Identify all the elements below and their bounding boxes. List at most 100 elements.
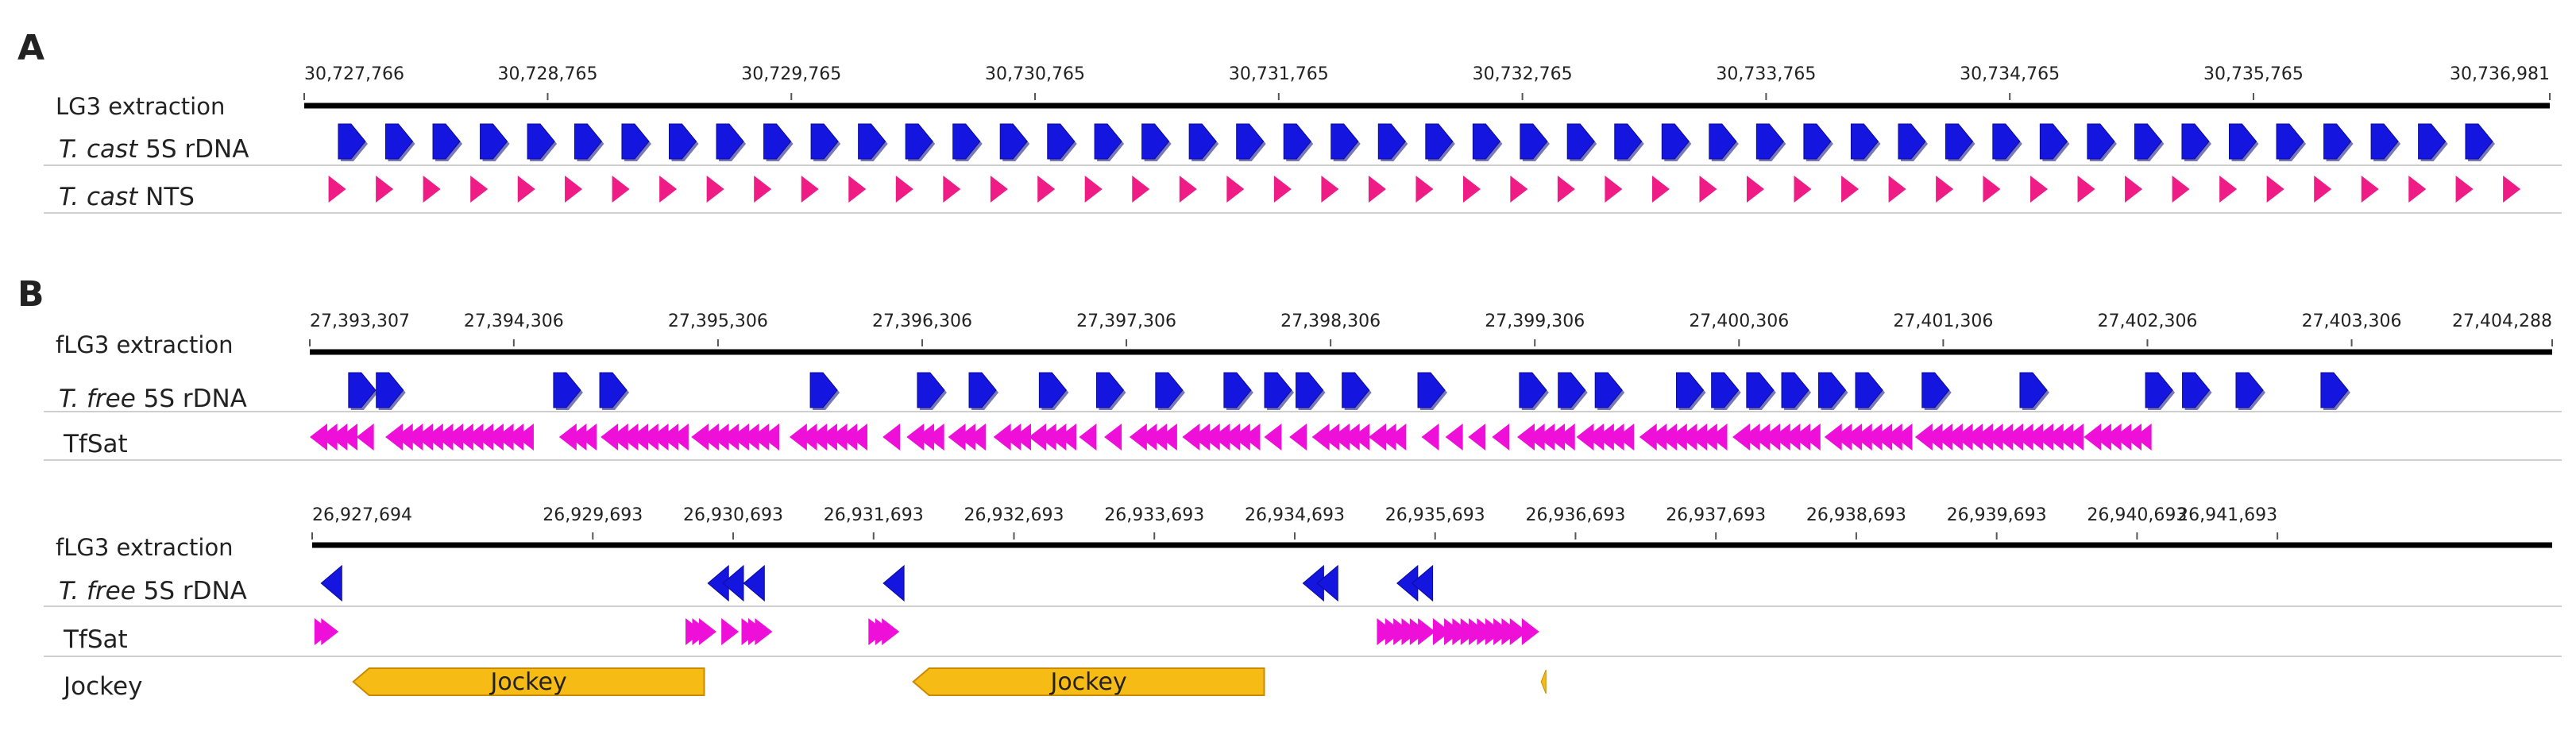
tfsat-feature <box>1509 618 1527 645</box>
track-species: T. cast <box>59 183 145 211</box>
rdna-feature <box>1921 372 1950 408</box>
nts-feature <box>1321 176 1339 203</box>
tfsat-feature <box>2114 424 2132 451</box>
tfsat-feature <box>1049 424 1067 451</box>
rdna-feature <box>1519 372 1547 408</box>
rdna-feature <box>810 123 839 160</box>
tfsat-feature <box>2026 424 2044 451</box>
tfsat-feature <box>661 424 679 451</box>
ruler-label: 26,930,693 <box>683 505 783 525</box>
ruler-label: 30,733,765 <box>1716 64 1816 84</box>
ruler-label: 27,395,306 <box>668 311 768 331</box>
rdna-feature <box>1850 123 1879 160</box>
tfsat-feature <box>1576 424 1594 451</box>
tfsat-feature <box>1527 424 1545 451</box>
tfsat-feature <box>1014 424 1032 451</box>
tfsat-feature <box>2005 424 2023 451</box>
tfsat-feature <box>1875 424 1893 451</box>
tfsat-feature <box>465 424 484 451</box>
rdna-feature <box>1417 372 1446 408</box>
tfsat-feature <box>721 424 740 451</box>
nts-feature <box>1084 176 1103 203</box>
rdna-feature <box>1781 372 1809 408</box>
rdna-feature <box>882 564 905 602</box>
tfsat-feature <box>1547 424 1566 451</box>
rdna-feature <box>2320 372 2349 408</box>
ruler-label: 26,932,693 <box>964 505 1064 525</box>
tfsat-feature <box>1332 424 1350 451</box>
tfsat-feature <box>1985 424 2003 451</box>
rdna-feature <box>1411 564 1434 602</box>
nts-feature <box>1132 176 1150 203</box>
ruler-label: 30,729,765 <box>741 64 841 84</box>
rdna-feature <box>1818 372 1847 408</box>
tfsat-feature <box>840 424 858 451</box>
ruler-label: 26,931,693 <box>824 505 924 525</box>
tfsat-feature <box>631 424 649 451</box>
tfsat-feature <box>356 424 374 451</box>
ruler-label: 26,927,694 <box>312 505 412 525</box>
nts-feature <box>1983 176 2001 203</box>
tfsat-feature <box>1388 424 1407 451</box>
rdna-feature <box>905 123 933 160</box>
nts-feature <box>1415 176 1434 203</box>
nts-feature <box>2503 176 2521 203</box>
tfsat-feature <box>1616 424 1635 451</box>
tfsat-feature <box>2036 424 2054 451</box>
rdna-feature <box>2276 123 2304 160</box>
rdna-feature <box>320 564 342 602</box>
tfsat-feature <box>1659 424 1678 451</box>
ruler-label: 30,736,981 <box>2450 64 2550 84</box>
ruler-label: 26,934,693 <box>1245 505 1345 525</box>
tfsat-feature <box>698 618 716 645</box>
rdna-feature <box>1711 372 1740 408</box>
tfsat-feature <box>601 424 619 451</box>
track-name: 5S rDNA <box>144 385 247 413</box>
nts-feature <box>1699 176 1717 203</box>
tfsat-feature <box>1003 424 1022 451</box>
rdna-feature <box>716 123 744 160</box>
track-species: T. free <box>59 577 144 605</box>
tfsat-feature <box>1782 424 1801 451</box>
tfsat-feature <box>330 424 348 451</box>
rdna-feature <box>858 123 886 160</box>
track-species: T. free <box>59 385 144 413</box>
tfsat-feature <box>516 424 534 451</box>
tfsat-feature <box>670 424 689 451</box>
rdna-feature <box>1992 123 2021 160</box>
tfsat-feature <box>1965 424 1983 451</box>
figure-marks: A LG3 extraction 30,727,766 30,728,765 30,72… <box>17 28 2562 701</box>
rdna-feature <box>1594 372 1623 408</box>
tfsat-feature <box>610 424 628 451</box>
rdna-feature <box>2418 123 2447 160</box>
rdna-feature <box>480 123 508 160</box>
ruler-label: 30,727,766 <box>304 64 404 84</box>
jockey-label: Jockey <box>489 668 566 696</box>
tfsat-feature <box>1679 424 1697 451</box>
nts-feature <box>328 176 346 203</box>
nts-feature <box>1226 176 1245 203</box>
rdna-feature <box>1898 123 1926 160</box>
rdna-feature <box>2019 372 2048 408</box>
tfsat-feature <box>2123 424 2142 451</box>
track-label: T. cast 5S rDNA <box>59 135 249 164</box>
nts-feature <box>1179 176 1197 203</box>
rdna-feature <box>1709 123 1737 160</box>
nts-feature <box>470 176 489 203</box>
ruler-label: 26,935,693 <box>1385 505 1485 525</box>
tfsat-feature <box>1202 424 1220 451</box>
rdna-feature <box>338 123 366 160</box>
rdna-feature <box>348 372 377 408</box>
rdna-feature <box>2229 123 2257 160</box>
tfsat-feature <box>640 424 658 451</box>
rdna-feature <box>1264 372 1292 408</box>
ruler-label: 30,734,765 <box>1960 64 2060 84</box>
ruler-label: 27,396,306 <box>872 311 972 331</box>
rdna-feature <box>1038 372 1068 408</box>
ruler-label: 26,933,693 <box>1104 505 1204 525</box>
tfsat-feature <box>1935 424 1953 451</box>
tfsat-feature <box>1352 424 1370 451</box>
ruler-label: 30,730,765 <box>985 64 1085 84</box>
nts-feature <box>2266 176 2284 203</box>
tfsat-feature <box>1149 424 1168 451</box>
